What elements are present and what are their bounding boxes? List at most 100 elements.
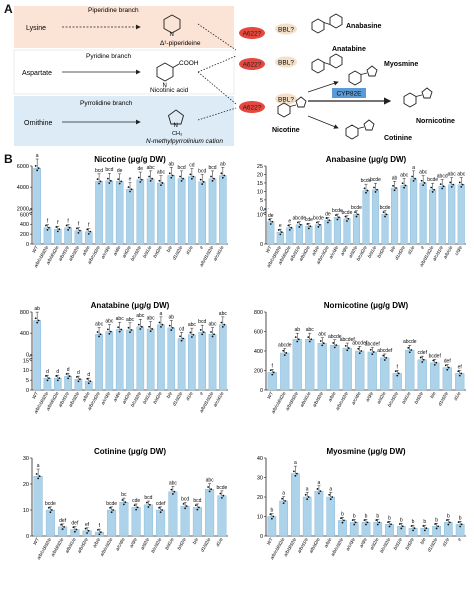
nornicotine-data-point bbox=[422, 358, 425, 361]
nornicotine-bar bbox=[442, 367, 452, 391]
anatabine-data-point bbox=[98, 335, 100, 338]
converging-arrows bbox=[197, 23, 237, 121]
anabasine-data-point bbox=[298, 226, 301, 228]
cotinine-x-label: b/e bbox=[192, 537, 200, 545]
cotinine-x-label: WT bbox=[32, 536, 40, 546]
myosmine-x-label: WT bbox=[266, 536, 274, 546]
myosmine-significance-letter: b bbox=[423, 519, 426, 525]
nicotine-data-point bbox=[168, 172, 171, 175]
anabasine-significance-letter: bcde bbox=[380, 205, 391, 211]
nornicotine-tick-label: 0 bbox=[260, 388, 263, 394]
myosmine-significance-letter: a bbox=[306, 486, 309, 492]
myosmine-data-point bbox=[398, 523, 401, 525]
nornicotine-bar bbox=[330, 344, 340, 391]
nornicotine-bar bbox=[317, 342, 327, 391]
anabasine-bar bbox=[324, 220, 332, 245]
nicotine-significance-letter: a bbox=[36, 153, 39, 159]
myosmine-data-point bbox=[351, 519, 354, 522]
anatabine-significance-letter: a bbox=[160, 311, 163, 317]
myosmine-data-point bbox=[437, 525, 439, 528]
nicotine-data-point bbox=[76, 227, 78, 230]
myosmine-tick-label: 0 bbox=[260, 534, 263, 540]
nicotine-x-label: a/b/d2/e bbox=[68, 245, 81, 262]
cotinine-x-label: b/d2/e bbox=[176, 537, 187, 551]
nicotine-data-point bbox=[221, 176, 224, 179]
svg-text:N: N bbox=[163, 83, 167, 89]
anatabine-significance-letter: abc bbox=[126, 317, 135, 323]
nornicotine-x-label: a/d2/e bbox=[376, 391, 387, 405]
anatabine-bar bbox=[146, 328, 155, 391]
anabasine-bar bbox=[371, 189, 380, 245]
nicotine-tick-label: 0 bbox=[26, 242, 29, 248]
nicotine-data-point bbox=[55, 226, 58, 228]
svg-text:COOH: COOH bbox=[179, 60, 199, 67]
nornicotine-bar bbox=[417, 359, 427, 391]
anatabine-data-point bbox=[130, 329, 133, 331]
anatabine-significance-letter: d bbox=[67, 367, 70, 373]
anatabine-data-point bbox=[170, 329, 173, 331]
anabasine-data-point bbox=[347, 217, 350, 220]
cotinine-data-point bbox=[49, 511, 52, 514]
cotinine-chart: Cotinine (μg/g DW)0102030aWTbcdea/b/c/d/… bbox=[23, 447, 228, 560]
anabasine-data-point bbox=[365, 191, 367, 194]
cotinine-bar bbox=[156, 509, 166, 537]
piperideine-label: Δ¹-piperideine bbox=[160, 40, 201, 47]
anabasine-data-point bbox=[354, 211, 356, 214]
anabasine-significance-letter: bcde bbox=[332, 208, 343, 214]
nicotine-bar bbox=[115, 181, 124, 245]
cotinine-data-point bbox=[197, 506, 200, 509]
anatabine-data-point bbox=[86, 378, 89, 380]
cotinine-data-point bbox=[159, 511, 162, 514]
cotinine-significance-letter: a bbox=[37, 463, 40, 469]
nornicotine-x-label: d1/e bbox=[453, 391, 462, 402]
anatabine-data-point bbox=[37, 319, 40, 322]
cotinine-bar bbox=[205, 489, 215, 537]
anabasine-data-point bbox=[363, 187, 366, 190]
myosmine-data-point bbox=[388, 525, 391, 528]
panel-b-label: B bbox=[4, 152, 13, 166]
anatabine-data-point bbox=[139, 328, 142, 330]
anatabine-label: Anatabine bbox=[332, 46, 366, 53]
nicotine-significance-letter: bcd bbox=[208, 165, 216, 171]
anatabine-significance-letter: d bbox=[87, 372, 90, 378]
nornicotine-x-label: b/d1/e bbox=[401, 391, 412, 405]
nornicotine-bar bbox=[355, 350, 365, 391]
cotinine-data-point bbox=[173, 490, 176, 493]
myosmine-data-point bbox=[363, 519, 366, 522]
cotinine-significance-letter: ef bbox=[85, 522, 90, 528]
nicotine-bar bbox=[157, 182, 165, 245]
nicotine-data-point bbox=[37, 167, 40, 170]
anatabine-bar bbox=[74, 378, 83, 391]
myosmine-significance-letter: b bbox=[400, 517, 403, 523]
nicotine-x-label: d1/e bbox=[185, 245, 194, 256]
myosmine-data-point bbox=[296, 472, 298, 475]
nicotine-data-point bbox=[46, 228, 49, 231]
anatabine-data-point bbox=[89, 380, 92, 383]
anatabine-data-point bbox=[180, 339, 183, 342]
myosmine-data-point bbox=[375, 519, 378, 522]
cotinine-data-point bbox=[75, 528, 78, 531]
anatabine-data-point bbox=[65, 373, 68, 375]
nicotine-significance-letter: bcd bbox=[198, 168, 206, 174]
bbl-enzyme-2: BBL? bbox=[275, 56, 297, 68]
myosmine-data-point bbox=[459, 525, 462, 528]
cotinine-data-point bbox=[133, 504, 136, 507]
nornicotine-significance-letter: bcdef bbox=[429, 353, 442, 359]
anatabine-data-point bbox=[168, 324, 171, 327]
nornicotine-bar bbox=[380, 357, 390, 391]
nicotine-data-point bbox=[79, 229, 81, 232]
anabasine-data-point bbox=[442, 185, 445, 188]
nornicotine-data-point bbox=[408, 351, 411, 354]
anabasine-data-point bbox=[355, 215, 358, 218]
nornicotine-data-point bbox=[344, 344, 347, 347]
anatabine-data-point bbox=[76, 376, 78, 378]
cotinine-bar bbox=[119, 502, 129, 537]
anabasine-data-point bbox=[395, 187, 397, 189]
anabasine-data-point bbox=[382, 211, 385, 214]
anabasine-data-point bbox=[374, 191, 377, 193]
nicotine-tick-label: 2000 bbox=[17, 206, 29, 212]
cotinine-x-label: a/b/d/d2/e bbox=[50, 537, 65, 558]
cotinine-chart-title: Cotinine (μg/g DW) bbox=[94, 447, 166, 456]
nornicotine-data-point bbox=[307, 336, 310, 338]
